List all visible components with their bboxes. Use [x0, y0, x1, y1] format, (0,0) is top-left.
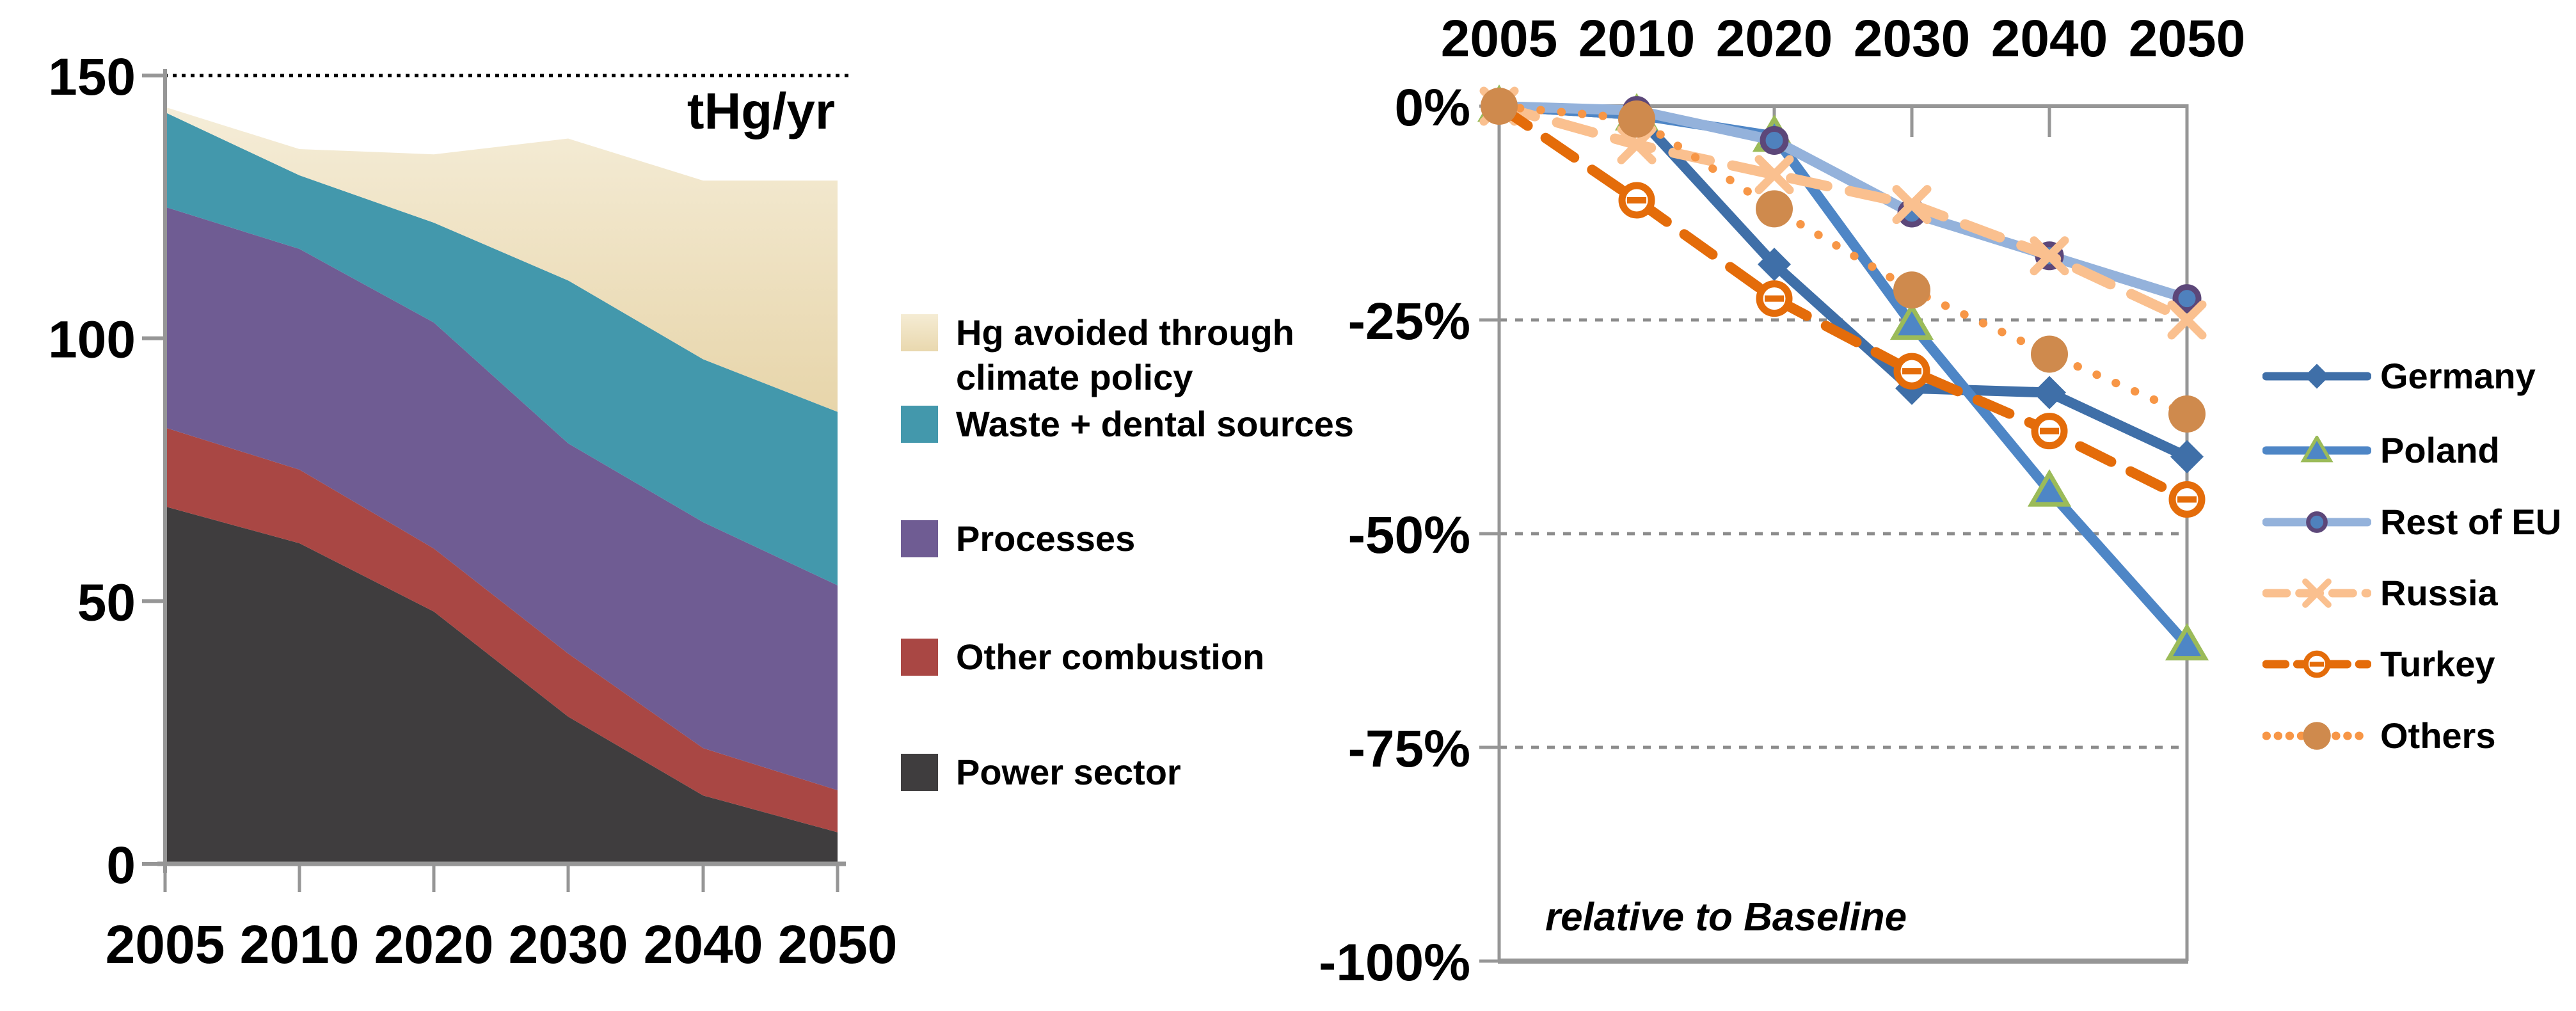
left-x-tick-label: 2020 — [374, 914, 494, 975]
marker-filled-circle-others — [1756, 190, 1793, 228]
marker-filled-circle-others — [1618, 100, 1655, 138]
area-processes — [165, 207, 838, 791]
right-chart-annotation: relative to Baseline — [1545, 895, 1907, 939]
legend-label: Rest of EU — [2380, 502, 2562, 542]
marker-filled-circle-others — [1893, 271, 1930, 309]
marker-circle-rest-of-eu — [2172, 284, 2202, 314]
legend-label: Other combustion — [956, 637, 1265, 677]
legend-item-power-sector: Power sector — [901, 750, 1404, 795]
area-hg-avoided-through-climate-policy — [165, 107, 838, 412]
legend-marker-sample-poland — [2262, 435, 2371, 462]
marker-filled-circle-others — [1481, 88, 1518, 125]
line-germany — [1494, 101, 2192, 462]
left-x-tick-label: 2050 — [778, 914, 898, 975]
legend-item-hg-avoided-through-climate-policy: Hg avoided through climate policy — [901, 310, 1404, 400]
legend-item-turkey: Turkey — [2262, 643, 2495, 685]
right-y-tick-label: 0% — [1394, 79, 1470, 137]
marker-x-russia — [1754, 155, 1794, 195]
marker-x-russia — [2302, 578, 2332, 608]
legend-label: Processes — [956, 518, 1136, 559]
marker-x-russia — [2167, 300, 2207, 340]
right-x-tick-label: 2050 — [2129, 10, 2245, 68]
legend-item-russia: Russia — [2262, 572, 2498, 614]
legend-marker-sample-germany — [2262, 363, 2371, 388]
legend-label: Hg avoided through climate policy — [956, 312, 1294, 397]
marker-triangle-poland — [2300, 435, 2334, 462]
marker-x-russia — [2030, 236, 2069, 276]
left-x-tick-label: 2030 — [509, 914, 628, 975]
legend-label: Poland — [2380, 430, 2500, 470]
line-poland — [1494, 101, 2192, 650]
marker-filled-circle-others — [2303, 721, 2331, 750]
area-power-sector — [165, 506, 838, 864]
legend-item-processes: Processes — [901, 516, 1404, 561]
right-x-tick-label: 2005 — [1441, 10, 1557, 68]
marker-diamond-germany — [1758, 248, 1791, 282]
marker-triangle-poland — [2165, 623, 2209, 661]
left-y-tick-label: 150 — [48, 48, 136, 106]
legend-label: Germany — [2380, 356, 2536, 396]
left-x-tick-label: 2040 — [644, 914, 763, 975]
left-x-tick-label: 2010 — [240, 914, 360, 975]
right-y-tick-label: -75% — [1348, 720, 1470, 778]
legend-label: Russia — [2380, 573, 2498, 613]
marker-filled-circle-others — [2168, 395, 2206, 433]
marker-triangle-poland — [2027, 469, 2072, 507]
line-turkey — [1494, 101, 2192, 505]
legend-item-rest-of-eu: Rest of EU — [2262, 501, 2561, 543]
right-y-tick-label: -25% — [1348, 292, 1470, 351]
legend-swatch-hg-avoided-through-climate-policy — [901, 314, 938, 351]
marker-x-russia — [1892, 185, 1932, 225]
right-y-tick-label: -50% — [1348, 506, 1470, 564]
legend-label: Turkey — [2380, 644, 2495, 684]
line-russia — [1494, 101, 2192, 325]
legend-marker-sample-russia — [2262, 578, 2371, 608]
marker-circle-rest-of-eu — [1760, 125, 1789, 155]
legend-swatch-processes — [901, 520, 938, 557]
right-x-tick-label: 2020 — [1716, 10, 1833, 68]
legend-swatch-waste-dental-sources — [901, 406, 938, 443]
legend-item-others: Others — [2262, 715, 2496, 756]
line-rest-of-eu — [1494, 101, 2192, 304]
left-chart-unit-label: tHg/yr — [687, 83, 835, 139]
legend-swatch-other-combustion — [901, 639, 938, 676]
marker-diamond-germany — [2170, 440, 2204, 474]
legend-marker-sample-rest-of-eu — [2262, 511, 2371, 533]
area-other-combustion — [165, 427, 838, 832]
right-x-tick-label: 2010 — [1578, 10, 1695, 68]
right-y-tick-label: -100% — [1319, 934, 1470, 992]
legend-item-waste-dental-sources: Waste + dental sources — [901, 402, 1404, 447]
marker-diamond-germany — [2304, 363, 2330, 388]
legend-item-germany: Germany — [2262, 355, 2536, 397]
marker-diamond-germany — [2033, 376, 2066, 410]
right-x-tick-label: 2040 — [1991, 10, 2108, 68]
line-others — [1495, 102, 2191, 418]
marker-triangle-poland — [1889, 302, 1934, 340]
legend-marker-sample-others — [2262, 721, 2371, 750]
legend-label: Power sector — [956, 752, 1181, 792]
left-x-tick-label: 2005 — [106, 914, 225, 975]
right-x-tick-label: 2030 — [1854, 10, 1970, 68]
legend-label: Others — [2380, 715, 2496, 756]
legend-item-other-combustion: Other combustion — [901, 635, 1404, 680]
marker-filled-circle-others — [2031, 335, 2068, 373]
legend-label: Waste + dental sources — [956, 404, 1354, 444]
legend-marker-sample-turkey — [2262, 650, 2371, 678]
legend-item-poland: Poland — [2262, 429, 2500, 471]
marker-circle-rest-of-eu — [2306, 511, 2328, 533]
area-waste-dental-sources — [165, 112, 838, 585]
left-y-tick-label: 0 — [106, 836, 136, 895]
legend-swatch-power-sector — [901, 754, 938, 791]
left-y-tick-label: 50 — [77, 573, 136, 632]
left-y-tick-label: 100 — [48, 311, 136, 369]
